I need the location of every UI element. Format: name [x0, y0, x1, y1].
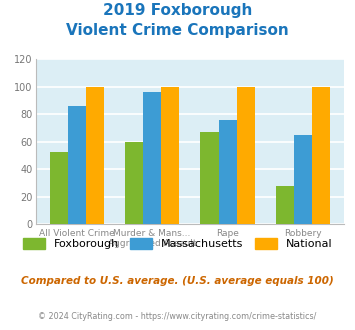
Bar [276, 186, 294, 224]
Bar [50, 151, 68, 224]
Text: Robbery: Robbery [284, 229, 322, 238]
Text: Murder & Mans...: Murder & Mans... [114, 229, 191, 238]
Bar [143, 92, 161, 224]
Text: 2019 Foxborough: 2019 Foxborough [103, 3, 252, 18]
Bar [201, 132, 219, 224]
Bar [312, 87, 330, 224]
Text: Aggravated Assault: Aggravated Assault [108, 239, 196, 248]
Bar [294, 135, 312, 224]
Bar [68, 106, 86, 224]
Text: All Violent Crime: All Violent Crime [39, 229, 115, 238]
Text: Compared to U.S. average. (U.S. average equals 100): Compared to U.S. average. (U.S. average … [21, 276, 334, 285]
Bar [125, 142, 143, 224]
Bar [219, 120, 237, 224]
Legend: Foxborough, Massachusetts, National: Foxborough, Massachusetts, National [18, 233, 337, 253]
Text: Violent Crime Comparison: Violent Crime Comparison [66, 23, 289, 38]
Text: © 2024 CityRating.com - https://www.cityrating.com/crime-statistics/: © 2024 CityRating.com - https://www.city… [38, 312, 317, 321]
Text: Rape: Rape [216, 229, 239, 238]
Bar [86, 87, 104, 224]
Bar [161, 87, 179, 224]
Bar [237, 87, 255, 224]
